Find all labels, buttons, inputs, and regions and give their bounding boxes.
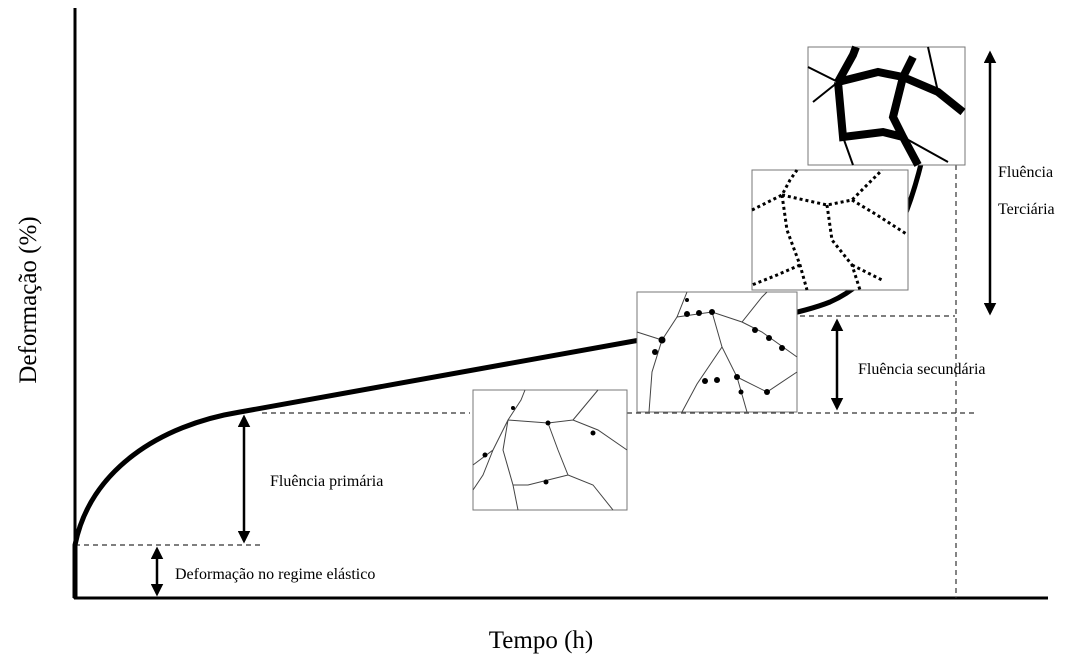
primary-label: Fluência primária (270, 473, 383, 490)
elastic-label: Deformação no regime elástico (175, 566, 375, 583)
micrograph-tertiary-late (808, 47, 965, 165)
tertiary-label-1: Fluência (998, 164, 1053, 181)
micrograph-secondary (637, 292, 797, 412)
creep-diagram: Deformação no regime elástico Fluência p… (0, 0, 1083, 658)
tertiary-label-2: Terciária (998, 201, 1055, 218)
x-axis-title: Tempo (h) (489, 627, 593, 654)
page: Deformação no regime elástico Fluência p… (0, 0, 1083, 658)
secondary-label: Fluência secundária (858, 361, 986, 378)
micrograph-tertiary-early (752, 170, 908, 290)
y-axis-title: Deformação (%) (15, 216, 42, 383)
micrograph-primary (473, 390, 627, 510)
